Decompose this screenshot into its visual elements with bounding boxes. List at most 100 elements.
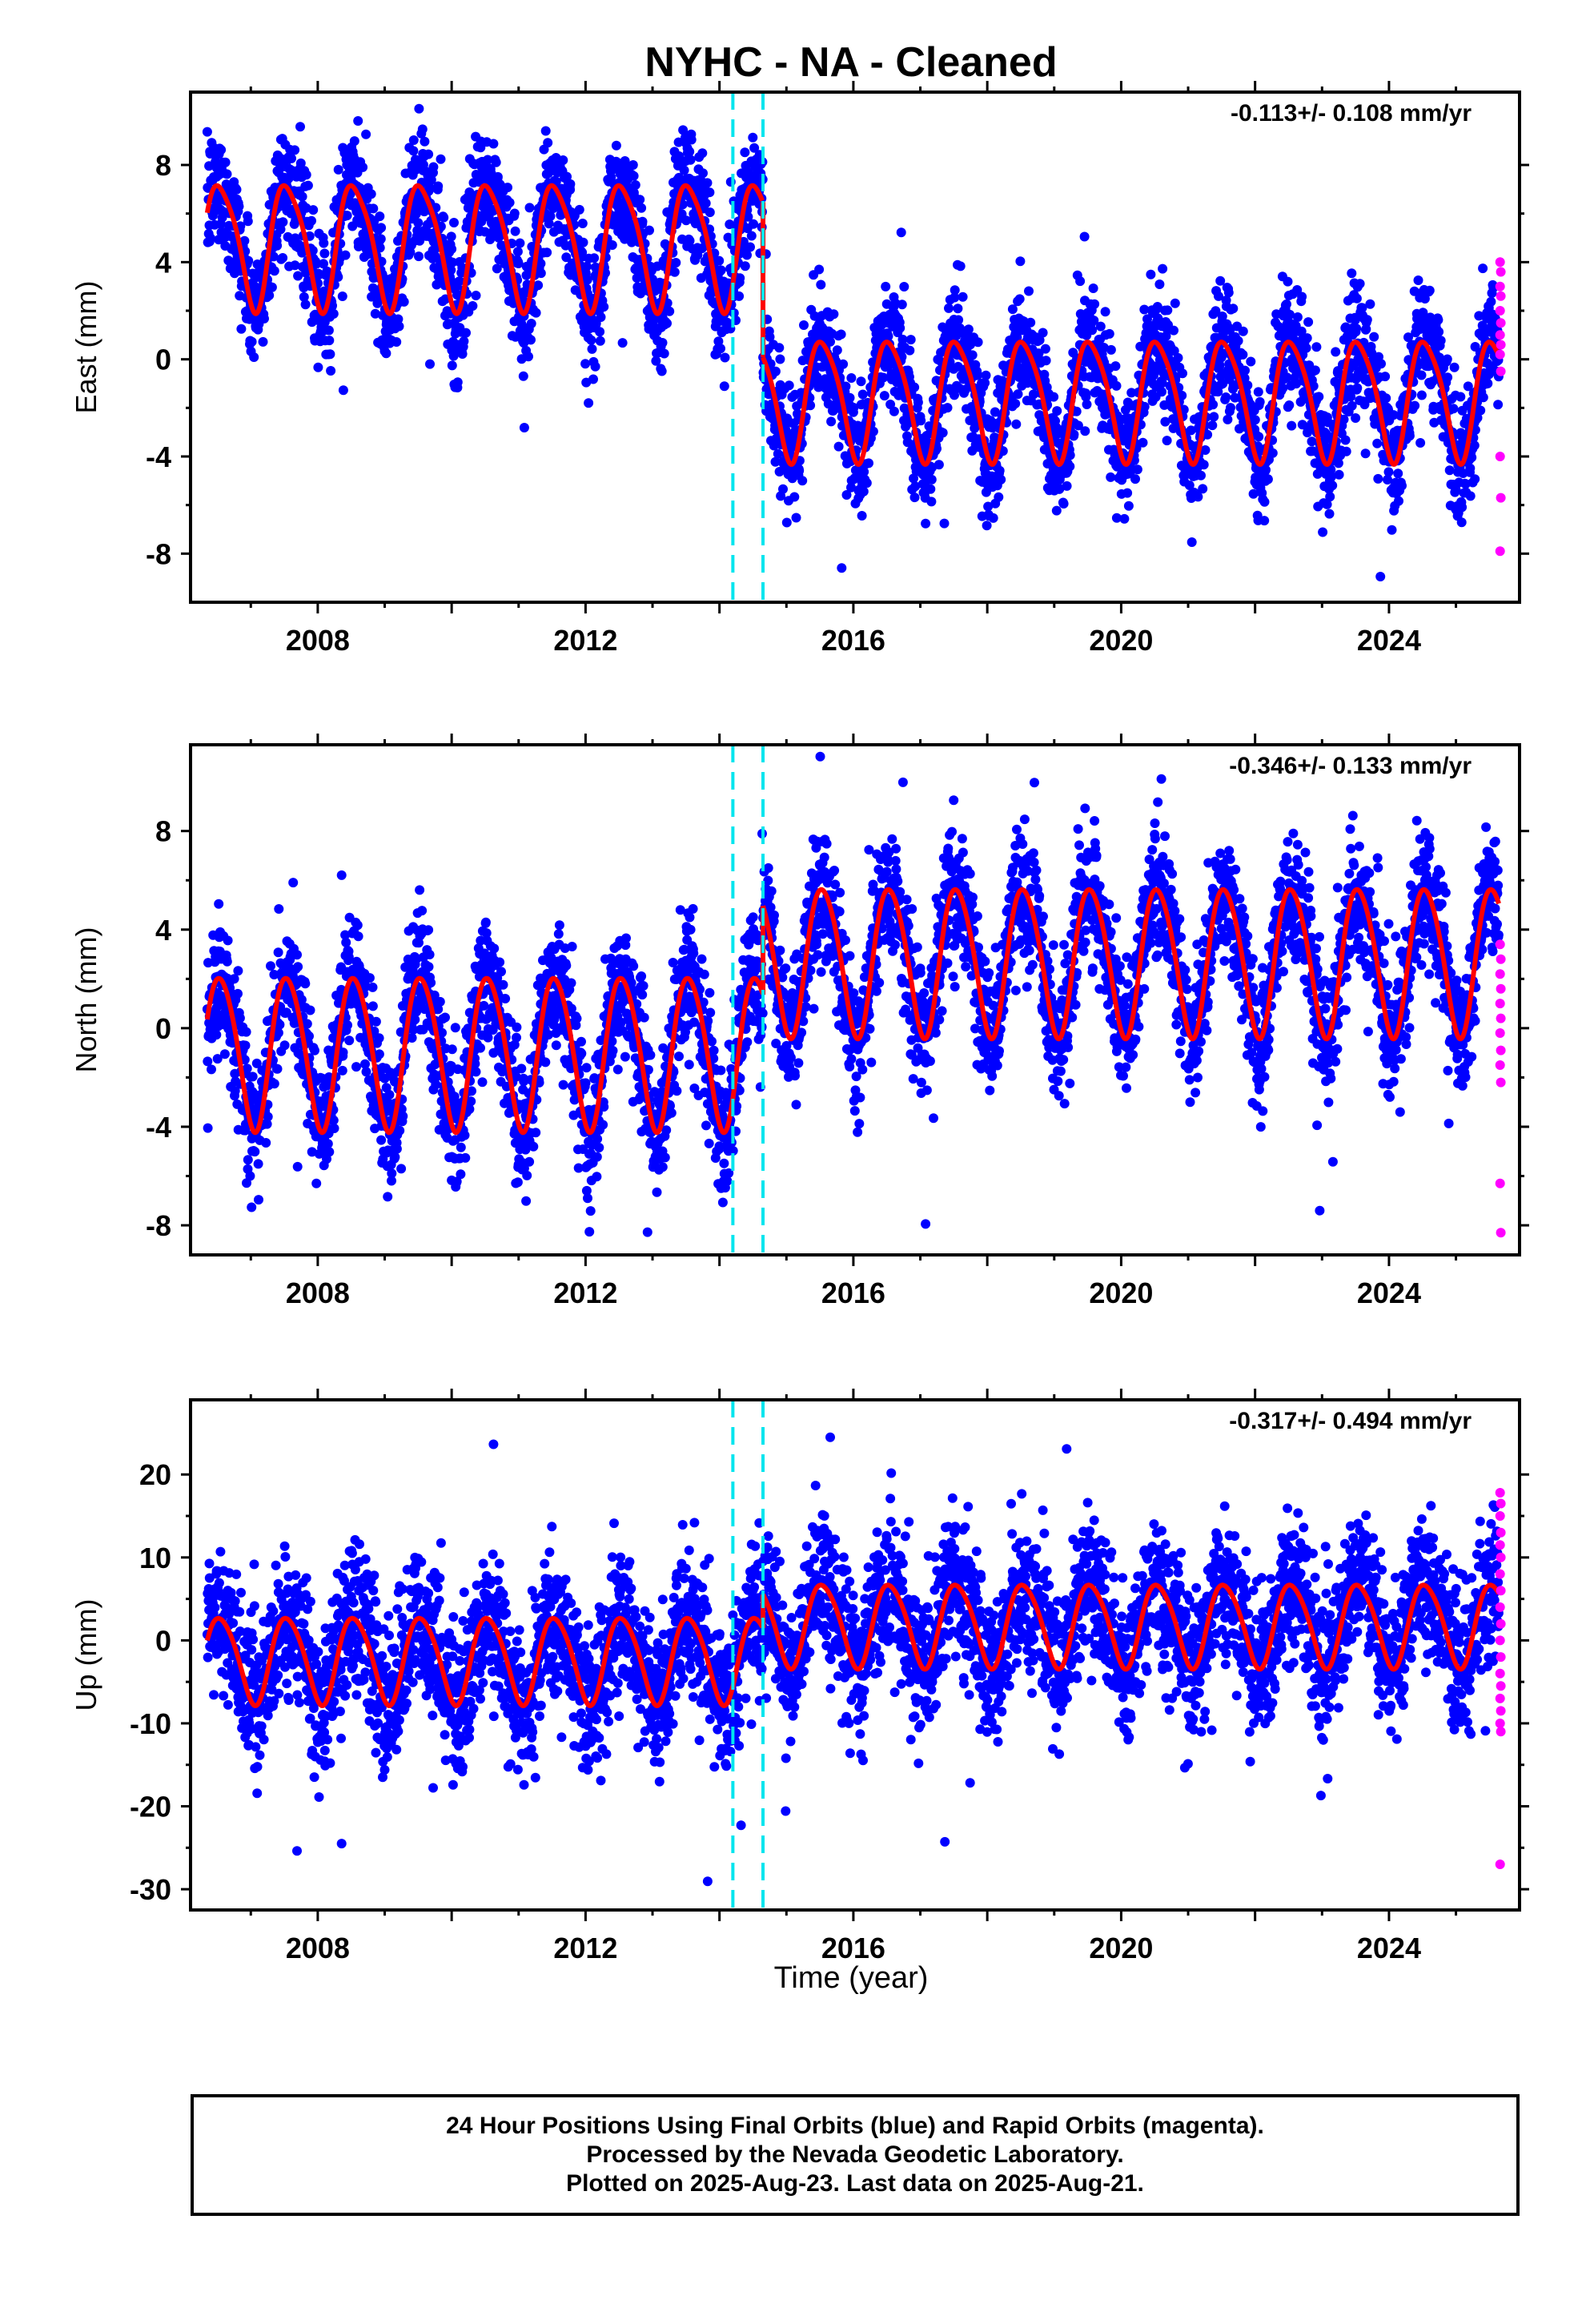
east-final-point xyxy=(1351,293,1362,304)
east-rapid-point xyxy=(1495,546,1505,557)
east-final-point xyxy=(353,116,363,126)
east-final-point xyxy=(375,243,385,253)
north-final-point xyxy=(219,1049,230,1059)
east-final-point xyxy=(1381,393,1391,404)
north-final-point xyxy=(279,1040,290,1051)
east-rapid-point xyxy=(1496,366,1506,376)
north-final-point xyxy=(338,1047,348,1058)
east-final-point xyxy=(1369,332,1379,342)
east-final-point xyxy=(449,218,459,227)
east-final-point xyxy=(916,416,926,426)
east-final-point xyxy=(950,390,959,400)
east-final-point xyxy=(857,511,867,521)
east-final-point xyxy=(515,238,525,248)
east-final-point xyxy=(770,456,781,467)
east-final-point xyxy=(1040,344,1050,354)
east-final-point xyxy=(1278,383,1288,393)
east-final-point xyxy=(342,211,352,221)
east-final-point xyxy=(536,268,546,279)
east-final-point xyxy=(607,240,617,250)
east-final-point xyxy=(1228,304,1239,314)
east-final-point xyxy=(1233,336,1243,346)
east-final-point xyxy=(913,397,923,408)
east-final-point xyxy=(1469,440,1480,451)
east-final-point xyxy=(1285,309,1295,320)
east-final-point xyxy=(1026,317,1036,328)
north-final-point xyxy=(203,1123,213,1133)
east-final-point xyxy=(1352,383,1363,393)
east-final-point xyxy=(272,240,283,251)
east-final-point xyxy=(611,140,621,151)
east-final-point xyxy=(1387,525,1397,535)
east-final-point xyxy=(480,227,490,237)
east-final-point xyxy=(905,345,915,356)
east-final-point xyxy=(1444,465,1455,476)
east-final-point xyxy=(1434,327,1444,337)
east-final-point xyxy=(1159,400,1170,410)
east-final-point xyxy=(492,263,502,274)
east-final-point xyxy=(1170,298,1180,308)
east-final-point xyxy=(713,336,724,347)
east-final-point xyxy=(414,103,424,114)
east-final-point xyxy=(897,300,907,310)
east-final-point xyxy=(524,352,533,362)
east-final-point xyxy=(1472,412,1483,423)
east-final-point xyxy=(446,231,456,242)
east-final-point xyxy=(459,336,469,347)
east-final-point xyxy=(586,335,596,345)
east-final-point xyxy=(1160,416,1170,427)
east-final-point xyxy=(1388,410,1399,420)
east-final-point xyxy=(1106,344,1116,355)
north-final-point xyxy=(304,1031,314,1041)
east-final-point xyxy=(799,320,809,330)
east-final-point xyxy=(944,303,954,313)
east-final-point xyxy=(524,203,535,213)
east-final-point xyxy=(582,275,592,285)
east-rapid-point xyxy=(1495,349,1505,360)
east-final-point xyxy=(521,270,532,280)
north-final-point xyxy=(243,1155,253,1165)
east-final-point xyxy=(628,160,638,170)
east-final-point xyxy=(370,308,380,319)
east-final-point xyxy=(1079,231,1090,242)
east-final-point xyxy=(1051,505,1062,516)
east-final-point xyxy=(677,234,687,244)
east-final-point xyxy=(1162,436,1172,446)
east-final-point xyxy=(636,203,647,213)
east-final-point xyxy=(1254,432,1264,442)
east-rapid-point xyxy=(1495,306,1505,316)
east-final-point xyxy=(719,381,729,392)
north-final-point xyxy=(329,1124,339,1133)
north-final-point xyxy=(262,1119,272,1129)
east-final-point xyxy=(1139,304,1150,315)
east-final-point xyxy=(293,271,303,281)
east-final-point xyxy=(705,187,715,198)
east-final-point xyxy=(905,335,916,345)
east-final-point xyxy=(1413,275,1423,285)
north-final-point xyxy=(310,1045,319,1055)
east-final-point xyxy=(1365,299,1375,309)
north-final-point xyxy=(344,1035,355,1046)
east-rapid-point xyxy=(1495,281,1505,292)
east-final-point xyxy=(492,171,503,182)
north-final-point xyxy=(300,979,311,989)
east-final-point xyxy=(414,251,424,262)
east-final-point xyxy=(433,181,444,191)
east-final-point xyxy=(1282,299,1291,309)
east-final-point xyxy=(483,155,493,165)
east-final-point xyxy=(1088,283,1098,293)
east-final-point xyxy=(644,225,654,235)
east-final-point xyxy=(1198,484,1208,494)
east-final-point xyxy=(1416,370,1427,380)
east-final-point xyxy=(1186,425,1196,436)
east-final-point xyxy=(973,370,983,380)
east-x-tick-label: 2008 xyxy=(286,624,350,657)
east-final-point xyxy=(878,372,889,383)
east-final-point xyxy=(1253,387,1263,397)
east-final-point xyxy=(1024,286,1034,296)
east-final-point xyxy=(1433,315,1443,325)
east-final-point xyxy=(742,250,752,260)
east-final-point xyxy=(1139,401,1150,412)
east-final-point xyxy=(1065,450,1075,460)
east-final-point xyxy=(934,460,944,470)
